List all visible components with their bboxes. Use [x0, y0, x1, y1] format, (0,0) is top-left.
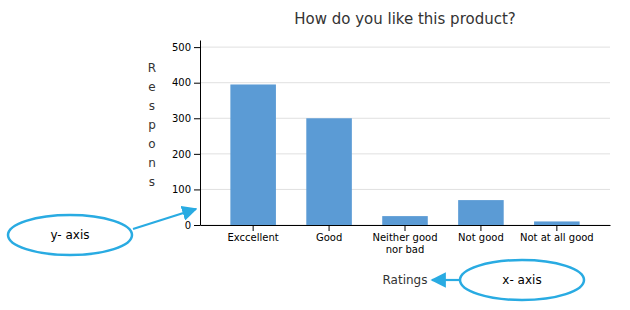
x-tick-mark	[480, 225, 481, 231]
x-tick-label-line: Not at all good	[520, 232, 594, 243]
x-tick: Exccellent	[228, 225, 279, 243]
bar	[306, 118, 352, 225]
y-axis-label-char: R	[148, 61, 156, 75]
x-tick-mark	[329, 225, 330, 231]
bar	[534, 221, 580, 225]
y-tick-label: 0	[185, 220, 191, 231]
annotation-ellipse	[460, 260, 584, 300]
x-tick: Neither goodnor bad	[372, 225, 437, 255]
annotation-arrow	[133, 209, 196, 229]
y-tick-mark	[194, 47, 200, 48]
bar	[382, 216, 428, 225]
x-tick: Not good	[458, 225, 504, 243]
annotation-arrow	[432, 279, 459, 281]
x-tick-label: Neither goodnor bad	[372, 232, 437, 255]
y-tick: 300	[172, 113, 200, 124]
plot-area: 0 100 200 300 400 500 Exccellent Good Neither go…	[172, 41, 611, 255]
y-tick-mark	[194, 154, 200, 155]
y-tick-label: 200	[172, 149, 191, 160]
grid-line	[200, 47, 610, 48]
x-axis-label: Ratings	[383, 273, 428, 287]
y-tick-label: 300	[172, 113, 191, 124]
y-axis-label: Respons	[148, 61, 156, 189]
x-tick-mark	[556, 225, 557, 231]
y-tick-mark	[194, 189, 200, 190]
annotation-ellipse	[8, 215, 132, 255]
x-tick-label: Exccellent	[228, 232, 279, 243]
x-tick-label-line: nor bad	[386, 244, 425, 255]
x-axis: Exccellent Good Neither goodnor bad Not goo…	[201, 225, 611, 255]
y-tick: 500	[172, 42, 200, 53]
y-axis-label-char: e	[148, 80, 155, 94]
y-axis-label-char: o	[148, 137, 155, 151]
chart-title: How do you like this product?	[294, 10, 516, 28]
y-tick-label: 400	[172, 77, 191, 88]
x-tick-mark	[405, 225, 406, 231]
y-tick-label: 100	[172, 184, 191, 195]
bar	[230, 84, 276, 225]
chart-svg: 0 100 200 300 400 500 Exccellent Good Neither go…	[0, 0, 630, 310]
y-axis-label-char: n	[148, 156, 156, 170]
y-axis-line	[200, 41, 201, 226]
x-tick-label: Good	[316, 232, 342, 243]
x-tick-label-line: Good	[316, 232, 342, 243]
annotation-text: x- axis	[502, 273, 541, 287]
y-tick-mark	[194, 225, 200, 226]
y-tick-mark	[194, 83, 200, 84]
x-tick-label-line: Exccellent	[228, 232, 279, 243]
x-tick-label: Not at all good	[520, 232, 594, 243]
bar	[458, 200, 504, 225]
y-axis-label-char: p	[148, 118, 156, 132]
y-axis-label-char: s	[149, 175, 155, 189]
y-axis-label-char: s	[149, 99, 155, 113]
x-tick-label-line: Neither good	[372, 232, 437, 243]
y-tick: 400	[172, 77, 200, 88]
y-tick-label: 500	[172, 42, 191, 53]
y-tick: 0	[185, 220, 200, 231]
y-tick: 200	[172, 149, 200, 160]
x-tick: Not at all good	[520, 225, 594, 243]
y-axis: 0 100 200 300 400 500	[172, 41, 201, 231]
annotation-text: y- axis	[50, 228, 89, 242]
grid-line	[200, 82, 610, 83]
annotations: y- axis x- axis	[8, 209, 584, 300]
x-tick-label-line: Not good	[458, 232, 504, 243]
x-tick-label: Not good	[458, 232, 504, 243]
grid	[200, 47, 610, 225]
x-tick: Good	[316, 225, 342, 243]
y-tick-mark	[194, 118, 200, 119]
bars	[230, 84, 579, 225]
x-tick-mark	[253, 225, 254, 231]
y-tick: 100	[172, 184, 200, 195]
